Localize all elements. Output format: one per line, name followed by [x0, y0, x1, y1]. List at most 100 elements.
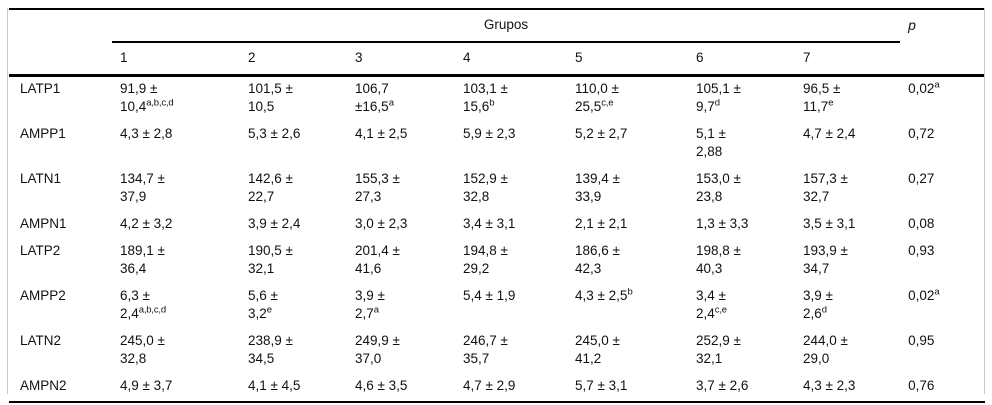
- value-cell: 134,7 ±37,9: [120, 171, 165, 204]
- value-cell: 3,9 ±2,7a: [355, 288, 385, 321]
- value-cell: 245,0 ±41,2: [575, 333, 620, 366]
- left-edge-line: [7, 8, 8, 394]
- value-cell: 3,9 ±2,6d: [803, 288, 833, 321]
- significance-superscript: a,b,c,d: [146, 97, 174, 109]
- value-cell: 189,1 ±36,4: [120, 243, 165, 276]
- table-body: LATP1 91,9 ±10,4a,b,c,d 101,5 ±10,5 106,7 ±1…: [9, 76, 986, 403]
- significance-superscript: e: [828, 97, 834, 109]
- p-value-cell: 0,08: [908, 216, 935, 231]
- value-cell: 4,3 ± 2,8: [120, 126, 173, 141]
- value-cell: 3,9 ± 2,4: [248, 216, 301, 231]
- significance-superscript: a,b,c,d: [138, 304, 166, 316]
- value-cell: 4,9 ± 3,7: [112, 374, 240, 403]
- p-value-cell: 0,02a: [908, 286, 940, 303]
- value-cell: 5,3 ± 2,6: [248, 126, 301, 141]
- group-col-header: 5: [567, 42, 688, 77]
- row-label: AMPP2: [20, 288, 66, 303]
- value-cell: 4,3 ± 2,5b: [575, 286, 633, 303]
- corner-cell: [9, 8, 112, 77]
- significance-superscript: b: [489, 97, 495, 109]
- value-cell: 5,1 ±2,88: [696, 126, 726, 159]
- value-cell: 3,4 ±2,4c,e: [696, 288, 727, 321]
- significance-superscript: c,e: [601, 97, 614, 109]
- header-row-group: Grupos p: [9, 8, 986, 77]
- value-cell: 110,0 ±25,5c,e: [575, 81, 619, 114]
- value-cell: 91,9 ±10,4a,b,c,d: [120, 81, 174, 114]
- value-cell: 4,6 ± 3,5: [347, 374, 455, 403]
- p-value-cell: 0,76: [900, 374, 986, 403]
- group-col-header: 2: [240, 42, 347, 77]
- value-cell: 152,9 ±32,8: [463, 171, 508, 204]
- table-row: AMPP2 6,3 ±2,4a,b,c,d 5,6 ±3,2e 3,9 ±2,7a 5,…: [9, 284, 985, 329]
- row-label: AMPN2: [9, 374, 112, 403]
- value-cell: 5,4 ± 1,9: [463, 288, 516, 303]
- group-col-header: 1: [112, 42, 240, 77]
- value-cell: 244,0 ±29,0: [803, 333, 848, 366]
- group-col-header: 3: [347, 42, 455, 77]
- value-cell: 3,7 ± 2,6: [688, 374, 795, 403]
- significance-superscript: b: [627, 286, 633, 298]
- p-column-header: p: [900, 8, 986, 77]
- value-cell: 201,4 ±41,6: [355, 243, 400, 276]
- value-cell: 3,0 ± 2,3: [355, 216, 408, 231]
- table-row: AMPN2 4,9 ± 3,7 4,1 ± 4,5 4,6 ± 3,5 4,7 ± 2,…: [9, 374, 986, 403]
- value-cell: 245,0 ±32,8: [120, 333, 165, 366]
- table-row: LATN2 245,0 ±32,8 238,9 ±34,5 249,9 ±37,0 24…: [9, 329, 985, 374]
- value-cell: 4,1 ± 4,5: [240, 374, 347, 403]
- significance-superscript: a: [388, 97, 394, 109]
- value-cell: 155,3 ±27,3: [355, 171, 400, 204]
- value-cell: 101,5 ±10,5: [248, 81, 293, 114]
- value-cell: 4,7 ± 2,4: [803, 126, 856, 141]
- value-cell: 198,8 ±40,3: [696, 243, 741, 276]
- value-cell: 186,6 ±42,3: [575, 243, 620, 276]
- value-cell: 238,9 ±34,5: [248, 333, 293, 366]
- value-cell: 246,7 ±35,7: [463, 333, 508, 366]
- value-cell: 4,1 ± 2,5: [355, 126, 408, 141]
- value-cell: 4,3 ± 2,3: [795, 374, 901, 403]
- group-col-header: 6: [688, 42, 795, 77]
- value-cell: 96,5 ±11,7e: [803, 81, 841, 114]
- value-cell: 2,1 ± 2,1: [575, 216, 628, 231]
- value-cell: 6,3 ±2,4a,b,c,d: [120, 288, 166, 321]
- value-cell: 106,7 ±16,5a: [355, 81, 394, 114]
- p-value-cell: 0,72: [908, 126, 935, 141]
- p-value-cell: 0,02a: [908, 79, 940, 96]
- row-label: AMPP1: [20, 126, 66, 141]
- row-label: LATP2: [20, 243, 61, 258]
- value-cell: 153,0 ±23,8: [696, 171, 741, 204]
- value-cell: 190,5 ±32,1: [248, 243, 293, 276]
- significance-superscript: d: [821, 304, 827, 316]
- table-row: LATN1 134,7 ±37,9 142,6 ±22,7 155,3 ±27,3 15…: [9, 167, 985, 212]
- significance-superscript: c,e: [714, 304, 727, 316]
- significance-superscript: a: [934, 79, 940, 91]
- table-row: AMPN1 4,2 ± 3,2 3,9 ± 2,4 3,0 ± 2,3 3,4 ± 3,…: [9, 212, 985, 239]
- value-cell: 3,4 ± 3,1: [463, 216, 516, 231]
- significance-superscript: a: [373, 304, 379, 316]
- value-cell: 5,7 ± 3,1: [567, 374, 688, 403]
- right-edge-line: [984, 8, 985, 394]
- row-label: AMPN1: [20, 216, 67, 231]
- value-cell: 4,2 ± 3,2: [120, 216, 173, 231]
- group-col-header: 4: [455, 42, 567, 77]
- table-row: AMPP1 4,3 ± 2,8 5,3 ± 2,6 4,1 ± 2,5 5,9 ± 2,…: [9, 122, 985, 167]
- value-cell: 249,9 ±37,0: [355, 333, 400, 366]
- table-row: LATP1 91,9 ±10,4a,b,c,d 101,5 ±10,5 106,7 ±1…: [9, 76, 985, 123]
- p-value-cell: 0,93: [908, 243, 935, 258]
- value-cell: 105,1 ±9,7d: [696, 81, 741, 114]
- value-cell: 4,7 ± 2,9: [455, 374, 567, 403]
- value-cell: 139,4 ±33,9: [575, 171, 620, 204]
- value-cell: 5,6 ±3,2e: [248, 288, 278, 321]
- row-label: LATP1: [20, 81, 61, 96]
- significance-superscript: a: [934, 286, 940, 298]
- value-cell: 3,5 ± 3,1: [803, 216, 856, 231]
- p-value-cell: 0,95: [908, 333, 935, 348]
- groups-header: Grupos: [112, 8, 901, 43]
- group-col-header: 7: [795, 42, 901, 77]
- value-cell: 194,8 ±29,2: [463, 243, 508, 276]
- value-cell: 142,6 ±22,7: [248, 171, 293, 204]
- row-label: LATN2: [20, 333, 62, 348]
